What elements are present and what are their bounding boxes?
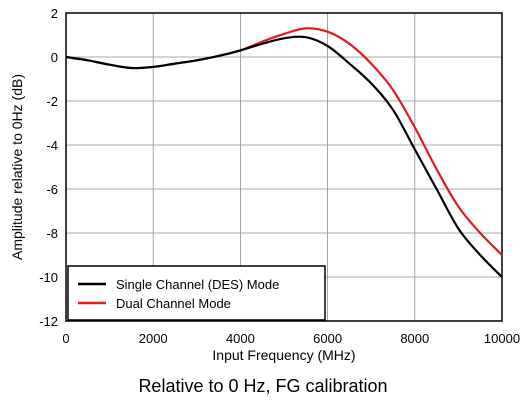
- legend-box: [67, 265, 326, 321]
- legend-label-dual: Dual Channel Mode: [116, 296, 231, 311]
- series-line-dual-channel: [65, 27, 503, 256]
- grid: [66, 13, 502, 321]
- y-tick-label: 0: [51, 50, 58, 65]
- x-axis-label: Input Frequency (MHz): [212, 347, 355, 363]
- y-tick-label: -2: [46, 94, 58, 109]
- y-axis-label: Amplitude relative to 0Hz (dB): [9, 74, 25, 260]
- plot-frame: [65, 12, 503, 322]
- y-tick-label: -6: [46, 182, 58, 197]
- x-tick-label: 10000: [484, 331, 520, 346]
- x-tick-label: 6000: [313, 331, 342, 346]
- x-tick-label: 8000: [400, 331, 429, 346]
- legend-label-single: Single Channel (DES) Mode: [116, 277, 279, 292]
- y-tick-label: -8: [46, 226, 58, 241]
- x-tick-label: 0: [62, 331, 69, 346]
- caption: Relative to 0 Hz, FG calibration: [138, 376, 388, 396]
- y-tick-label: 2: [51, 6, 58, 21]
- tick-labels: 0 2000 4000 6000 8000 10000 2 0 -2 -4 -6 -8 -10 -12: [39, 6, 520, 346]
- series-line-single-channel: [65, 35, 503, 278]
- y-tick-label: -10: [39, 270, 58, 285]
- x-tick-label: 2000: [139, 331, 168, 346]
- y-tick-label: -4: [46, 138, 58, 153]
- x-tick-label: 4000: [226, 331, 255, 346]
- y-tick-label: -12: [39, 314, 58, 329]
- series-lines: [65, 27, 503, 278]
- legend: Single Channel (DES) Mode Dual Channel M…: [67, 265, 326, 321]
